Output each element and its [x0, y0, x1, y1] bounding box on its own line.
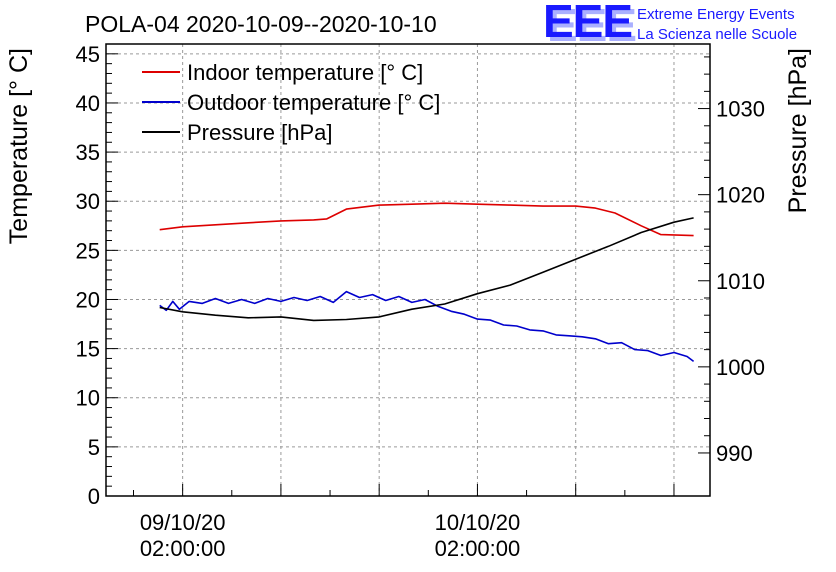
logo-letters-main: EEE: [543, 0, 632, 47]
y-tick-label: 40: [76, 91, 100, 116]
series-line-3: [159, 217, 694, 322]
y-tick-label: 10: [76, 386, 100, 411]
x-tick-label-time: 02:00:00: [435, 536, 521, 561]
y2-tick-label: 1030: [716, 97, 765, 122]
logo-line-2: La Scienza nelle Scuole: [637, 26, 797, 43]
y2-tick-label: 990: [716, 441, 753, 466]
x-tick-label-date: 10/10/20: [435, 510, 521, 535]
y-tick-label: 20: [76, 287, 100, 312]
legend-entry-2: Outdoor temperature [° C]: [187, 90, 440, 115]
y2-tick-label: 1010: [716, 269, 765, 294]
legend: Indoor temperature [° C] Outdoor temperat…: [142, 60, 440, 145]
y-tick-label: 5: [88, 435, 100, 460]
y-tick-label: 35: [76, 140, 100, 165]
y-axis: 0 5 10 15 20 25 30 35 40 45: [76, 42, 118, 509]
logo-letters-shadow: EEE: [547, 0, 636, 51]
series-line-1: [159, 202, 694, 237]
plot-series: [159, 202, 695, 363]
chart-title: POLA-04 2020-10-09--2020-10-10: [85, 11, 437, 37]
grid: [106, 44, 710, 496]
x-tick-label-date: 09/10/20: [140, 510, 226, 535]
y-tick-label: 0: [88, 484, 100, 509]
logo-line-1: Extreme Energy Events: [637, 6, 795, 23]
y-tick-label: 15: [76, 337, 100, 362]
y2-axis-title: Pressure [hPa]: [784, 48, 812, 213]
x-tick-label-time: 02:00:00: [140, 536, 226, 561]
series-line-2: [159, 290, 695, 363]
y2-tick-label: 1000: [716, 355, 765, 380]
y-tick-label: 25: [76, 238, 100, 263]
y-tick-label: 45: [76, 42, 100, 67]
y-axis-title: Temperature [° C]: [5, 48, 33, 244]
legend-entry-1: Indoor temperature [° C]: [187, 60, 423, 85]
y2-tick-label: 1020: [716, 183, 765, 208]
y-tick-label: 30: [76, 189, 100, 214]
legend-entry-3: Pressure [hPa]: [187, 120, 333, 145]
y2-axis: 990 1000 1010 1020 1030: [698, 56, 765, 466]
